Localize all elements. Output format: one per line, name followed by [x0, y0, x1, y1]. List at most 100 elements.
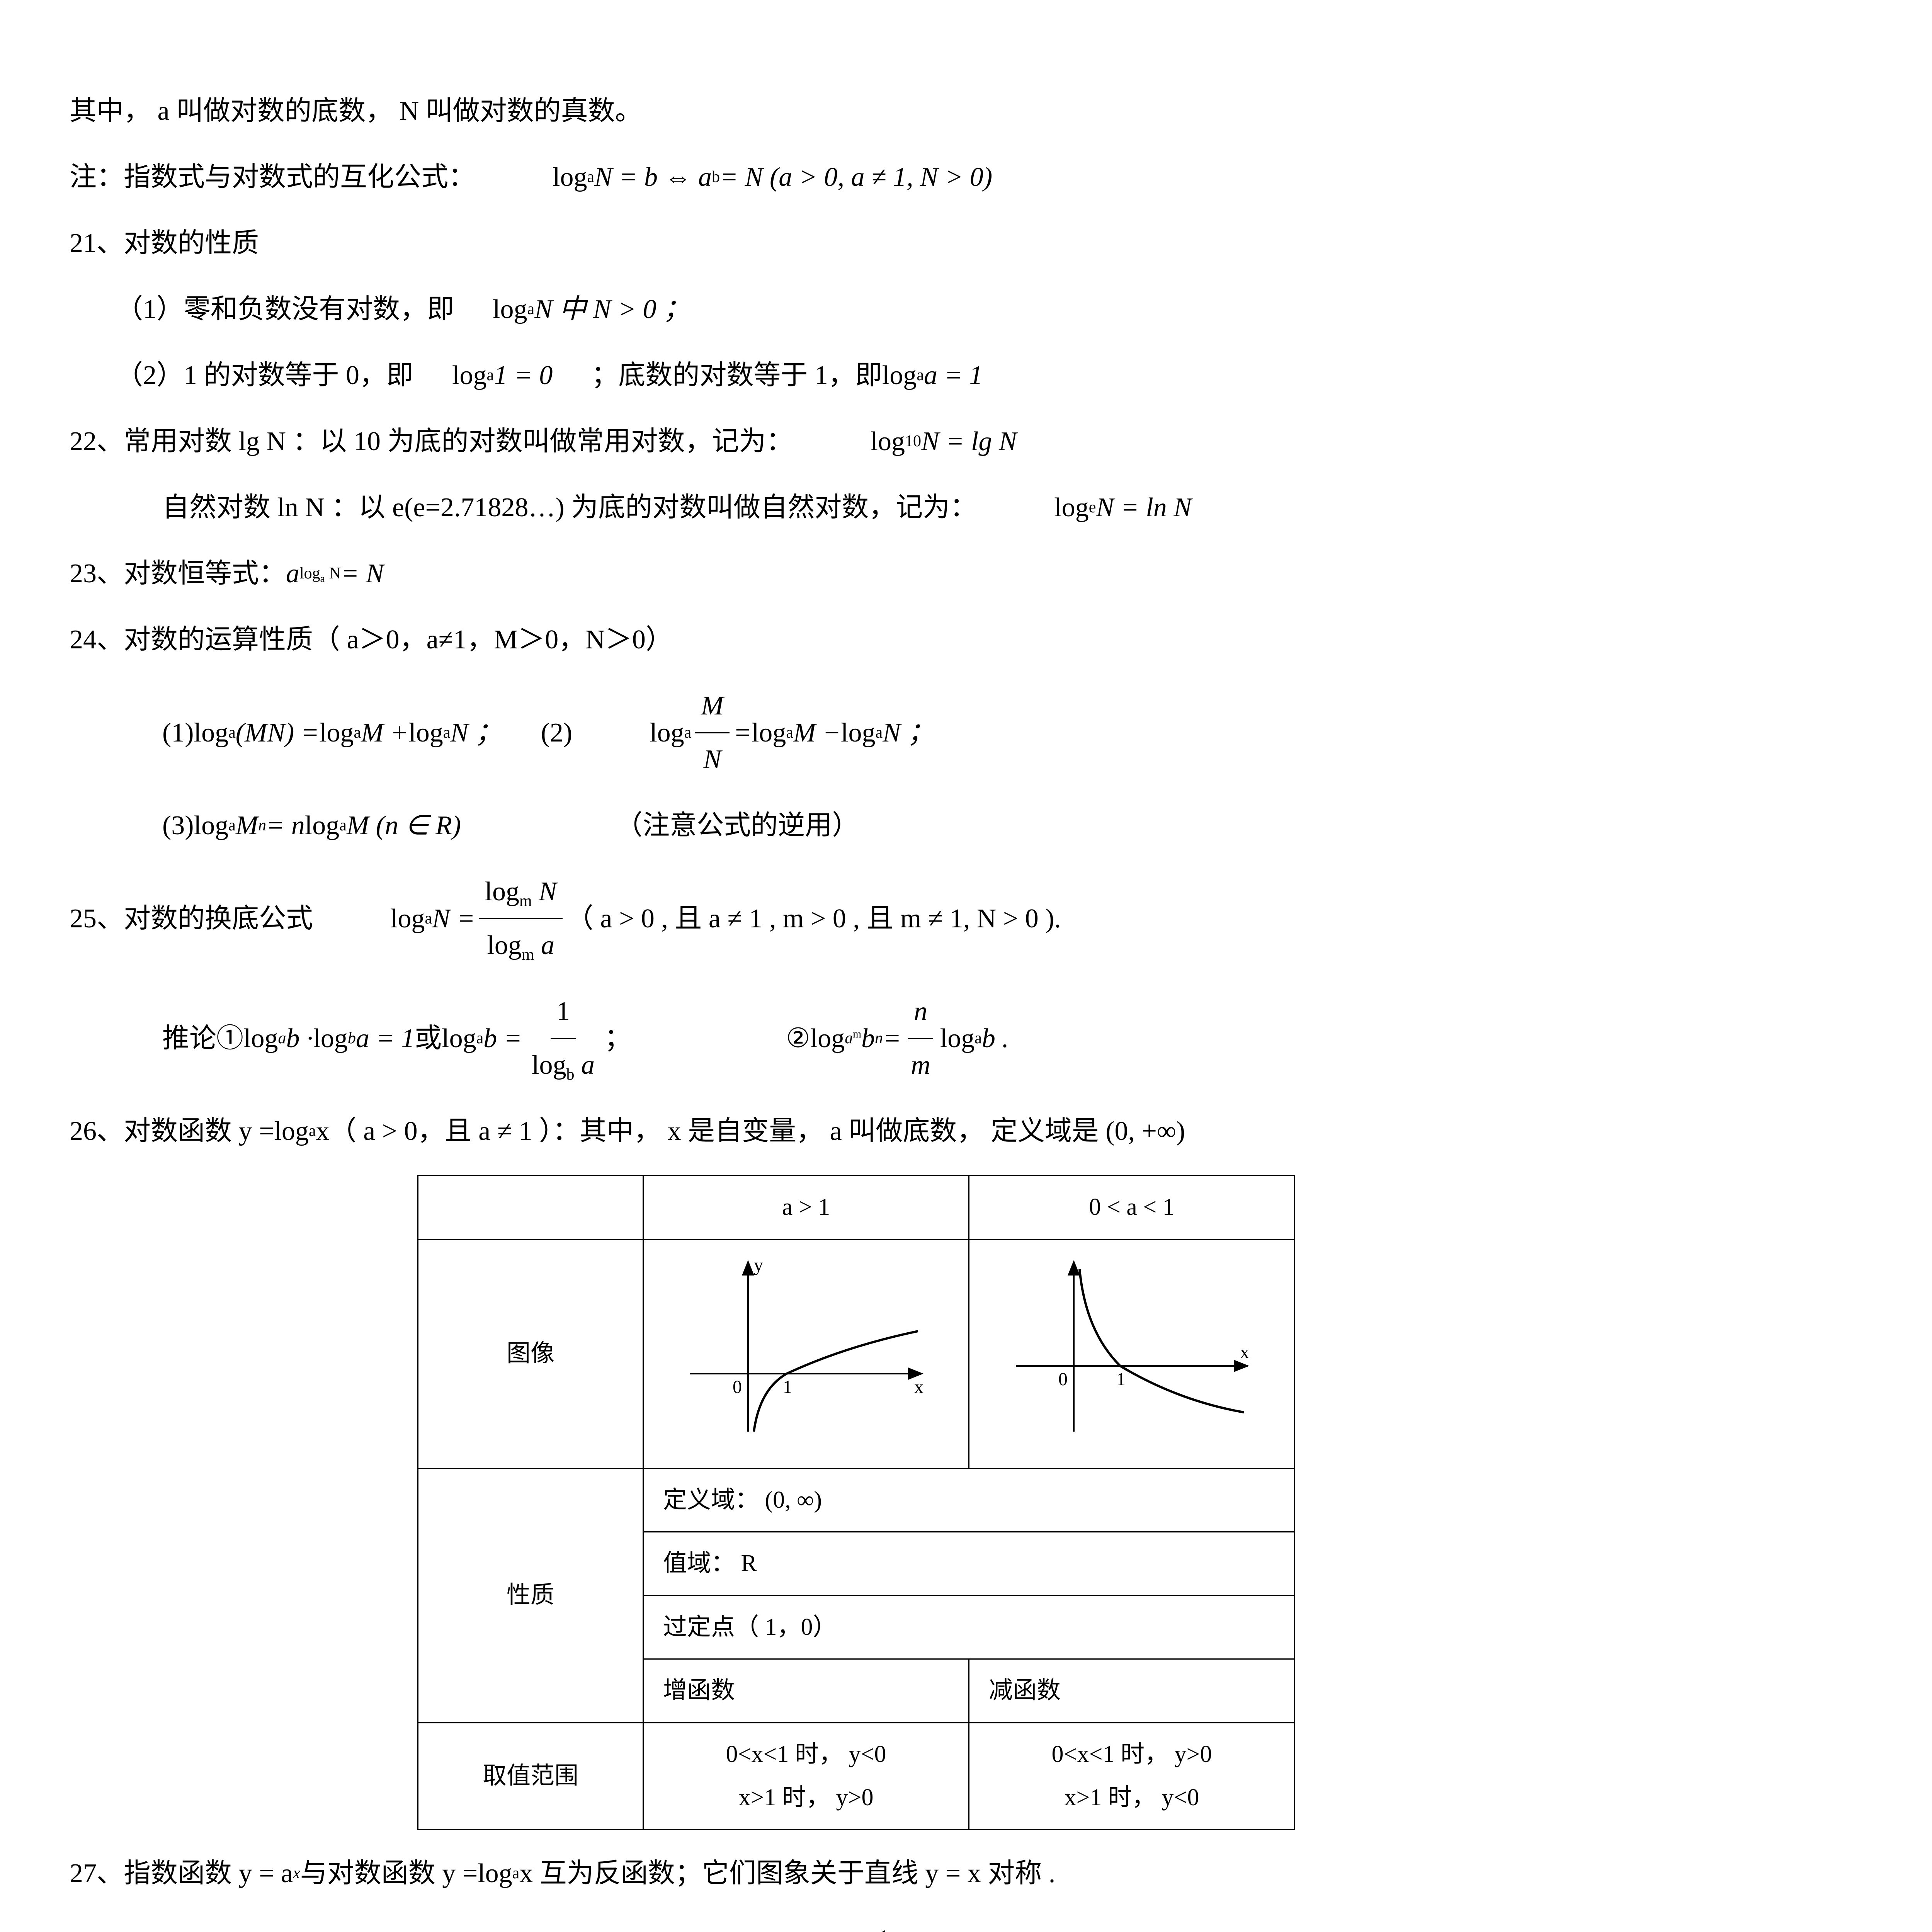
log-curve [1080, 1269, 1244, 1412]
s25-pre: 25、对数的换底公式 [70, 895, 313, 943]
s22-natural-log: 自然对数 ln N ：以 e(e=2.71828…) 为底的对数叫做自然对数，记… [70, 483, 1908, 532]
s21-title: 21、对数的性质 [70, 219, 259, 268]
log: log [650, 709, 684, 757]
s21-p2: （2）1 的对数等于 0，即 loga 1 = 0 ；底数的对数等于 1，即 l… [70, 351, 1908, 400]
log-eq: N = b ⇔ a [594, 153, 712, 202]
section-21-title: 21、对数的性质 [70, 219, 1908, 268]
s25-change-base: 25、对数的换底公式 loga N = logm N logm a （ a > … [70, 867, 1908, 970]
cor2-pre: ② [786, 1014, 810, 1063]
s21-p2-pre: （2）1 的对数等于 0，即 [116, 351, 413, 400]
graph-increasing: y x 0 1 [643, 1239, 969, 1468]
header-a-lt-1: 0 < a < 1 [969, 1176, 1295, 1240]
log: log [194, 801, 228, 850]
log-text: log [871, 417, 905, 466]
prop-label: 性质 [418, 1468, 643, 1723]
value-range-label: 取值范围 [418, 1723, 643, 1829]
s21-p1: （1）零和负数没有对数，即 loga N 中 N > 0 ； [70, 285, 1908, 334]
s27-post: x 互为反函数；它们图象关于直线 y = x 对称 . [519, 1849, 1055, 1898]
s23-identity: 23、对数恒等式： aloga N = N [70, 549, 1908, 598]
s26-log-function: 26、对数函数 y = loga x（ a > 0，且 a ≠ 1 ）：其中， … [70, 1107, 1908, 1156]
s24-title-text: 24、对数的运算性质（ a＞0，a≠1，M＞0，N＞0） [70, 616, 673, 664]
log-text: log [452, 351, 486, 400]
s28-power: 28、幂函数 y = xα （ α ∈ R ），其中 x 是自变量。要求掌握 α… [70, 1915, 1908, 1932]
r2-pre: (2) [541, 709, 573, 757]
log-text: log [553, 153, 587, 202]
table-graph-row: 图像 y x 0 1 [418, 1239, 1295, 1468]
intro-text: 其中， a 叫做对数的底数， N 叫做对数的真数。 [70, 87, 642, 136]
eq1: 1 = 0 [494, 351, 553, 400]
origin-label: 0 [1058, 1369, 1068, 1389]
empty-cell [418, 1176, 643, 1240]
log-sub-a: a [587, 163, 594, 192]
mono-increasing: 增函数 [643, 1659, 969, 1723]
mono-decreasing: 减函数 [969, 1659, 1295, 1723]
log: log [313, 1014, 347, 1063]
cond: = N (a > 0, a ≠ 1, N > 0) [720, 153, 992, 202]
s26-cond: x（ a > 0，且 a ≠ 1 ）：其中， x 是自变量， a 叫做底数， 定… [316, 1107, 1185, 1156]
sub-e: e [1089, 493, 1096, 522]
eq: N = lg N [921, 417, 1017, 466]
r1-pre: (1) [162, 709, 194, 757]
frac-1-logba: 1 logb a [526, 987, 600, 1090]
x-label: x [1240, 1342, 1249, 1362]
s22-common-log: 22、常用对数 lg N ：以 10 为底的对数叫做常用对数，记为： log10… [70, 417, 1908, 466]
s21-p1-mid: N 中 N > 0 ； [534, 285, 690, 334]
log: log [319, 709, 354, 757]
s27-inverse: 27、指数函数 y = ax 与对数函数 y = loga x 互为反函数；它们… [70, 1849, 1908, 1898]
log: log [194, 709, 228, 757]
log: log [810, 1014, 845, 1063]
frac-half: 1 2 [871, 1915, 896, 1932]
s22-pre: 22、常用对数 lg N ：以 10 为底的对数叫做常用对数，记为： [70, 417, 793, 466]
log-text: log [882, 351, 917, 400]
log: log [390, 895, 425, 943]
value-range-inc: 0<x<1 时， y<0 x>1 时， y>0 [643, 1723, 969, 1829]
frac-n-m: n m [905, 987, 936, 1090]
log-sub-a: a [486, 361, 494, 390]
log: log [274, 1107, 308, 1156]
exp-b: b [712, 163, 720, 192]
intro-prefix: 注：指数式与对数式的互化公式： [70, 153, 475, 202]
cor-pre: 推论① [162, 1014, 243, 1063]
log-sub-a: a [527, 295, 534, 324]
eq: = N [341, 549, 384, 598]
log: log [442, 1014, 476, 1063]
origin-label: 0 [733, 1377, 742, 1397]
s26-pre: 26、对数函数 y = [70, 1107, 274, 1156]
log: log [752, 709, 786, 757]
log: log [940, 1014, 975, 1063]
exp-log: loga N [299, 559, 341, 589]
log-sub-a: a [917, 361, 924, 390]
y-label: y [754, 1255, 763, 1276]
domain-cell: 定义域： (0, ∞) [643, 1468, 1295, 1532]
graph-label: 图像 [418, 1239, 643, 1468]
value-range-dec: 0<x<1 时， y>0 x>1 时， y<0 [969, 1723, 1295, 1829]
s27-mid: 与对数函数 y = [300, 1849, 478, 1898]
s24-title: 24、对数的运算性质（ a＞0，a≠1，M＞0，N＞0） [70, 616, 1908, 664]
log-text: log [1054, 483, 1088, 532]
s21-p2-mid: ；底数的对数等于 1，即 [591, 351, 882, 400]
s22-nat-pre: 自然对数 ln N ：以 e(e=2.71828…) 为底的对数叫做自然对数，记… [162, 483, 977, 532]
table-header-row: a > 1 0 < a < 1 [418, 1176, 1295, 1240]
x-label: x [914, 1377, 923, 1397]
intro-line-2: 注：指数式与对数式的互化公式： loga N = b ⇔ ab = N (a >… [70, 153, 1908, 202]
log-function-table: a > 1 0 < a < 1 图像 y x 0 1 [417, 1175, 1295, 1830]
one-label: 1 [1116, 1369, 1126, 1389]
log-curve [754, 1331, 918, 1432]
one-label: 1 [783, 1377, 792, 1397]
eq: N = ln N [1096, 483, 1192, 532]
s21-p1-pre: （1）零和负数没有对数，即 [116, 285, 454, 334]
graph-decreasing: x 0 1 [969, 1239, 1295, 1468]
eq2: a = 1 [924, 351, 983, 400]
intro-line-1: 其中， a 叫做对数的底数， N 叫做对数的真数。 [70, 87, 1908, 136]
log-text: log [493, 285, 527, 334]
log: log [408, 709, 443, 757]
s25-corollary: 推论① loga b · logb a = 1 或 loga b = 1 log… [70, 987, 1908, 1090]
log: log [478, 1849, 512, 1898]
s25-cond: （ a > 0 , 且 a ≠ 1 , m > 0 , 且 m ≠ 1, N >… [566, 895, 1061, 943]
log-decreasing-graph: x 0 1 [997, 1250, 1267, 1443]
r3-pre: (3) [162, 801, 194, 850]
s24-rule1-2: (1) loga (MN) = loga M + loga N ； (2) lo… [70, 682, 1908, 784]
s27-pre: 27、指数函数 y = a [70, 1849, 293, 1898]
log: log [841, 709, 875, 757]
s24-rule3: (3) loga Mn = n loga M (n ∈ R) （注意公式的逆用） [70, 801, 1908, 850]
